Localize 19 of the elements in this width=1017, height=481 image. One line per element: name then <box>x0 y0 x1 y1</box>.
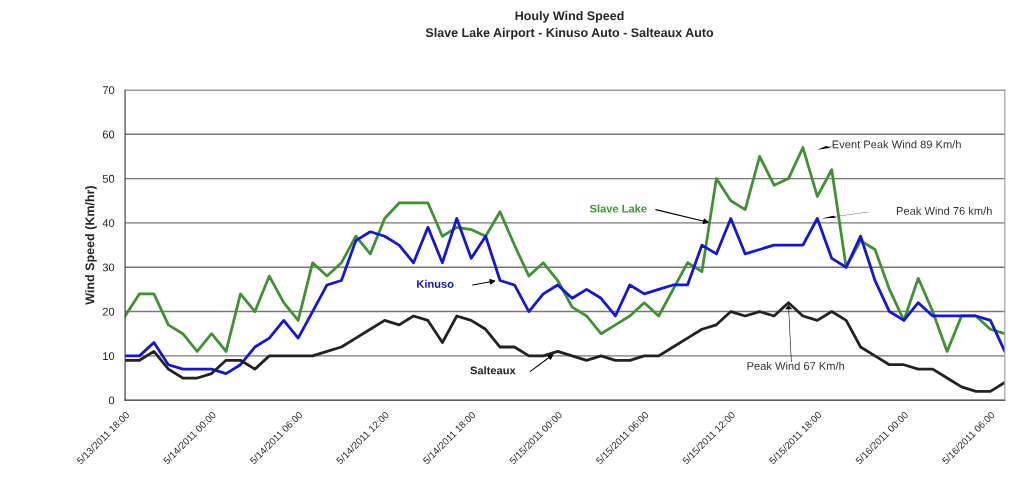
y-tick-label: 50 <box>102 174 115 183</box>
y-tick-label: 20 <box>102 307 115 316</box>
annotation: Event Peak Wind 89 Km/h <box>832 140 961 149</box>
y-axis-title: Wind Speed (Km/hr) <box>85 186 97 305</box>
y-tick-label: 70 <box>102 86 115 95</box>
annotation: Peak Wind 76 km/h <box>896 206 992 215</box>
line-series <box>125 301 1005 393</box>
series-label: Salteaux <box>470 366 516 375</box>
y-tick-label: 0 <box>108 396 115 405</box>
chart-subtitle: Slave Lake Airport - Kinuso Auto - Salteaux Auto <box>425 27 714 40</box>
y-tick-label: 10 <box>103 352 115 361</box>
chart-title: Houly Wind Speed <box>515 11 624 23</box>
line-series <box>125 217 1005 375</box>
annotation: Peak Wind 67 Km/h <box>747 361 845 370</box>
series-label: Kinuso <box>417 279 454 288</box>
y-tick-label: 40 <box>102 219 115 228</box>
y-tick-label: 30 <box>102 263 115 272</box>
y-tick-label: 60 <box>102 130 115 139</box>
text: Slave Lake <box>589 204 647 213</box>
